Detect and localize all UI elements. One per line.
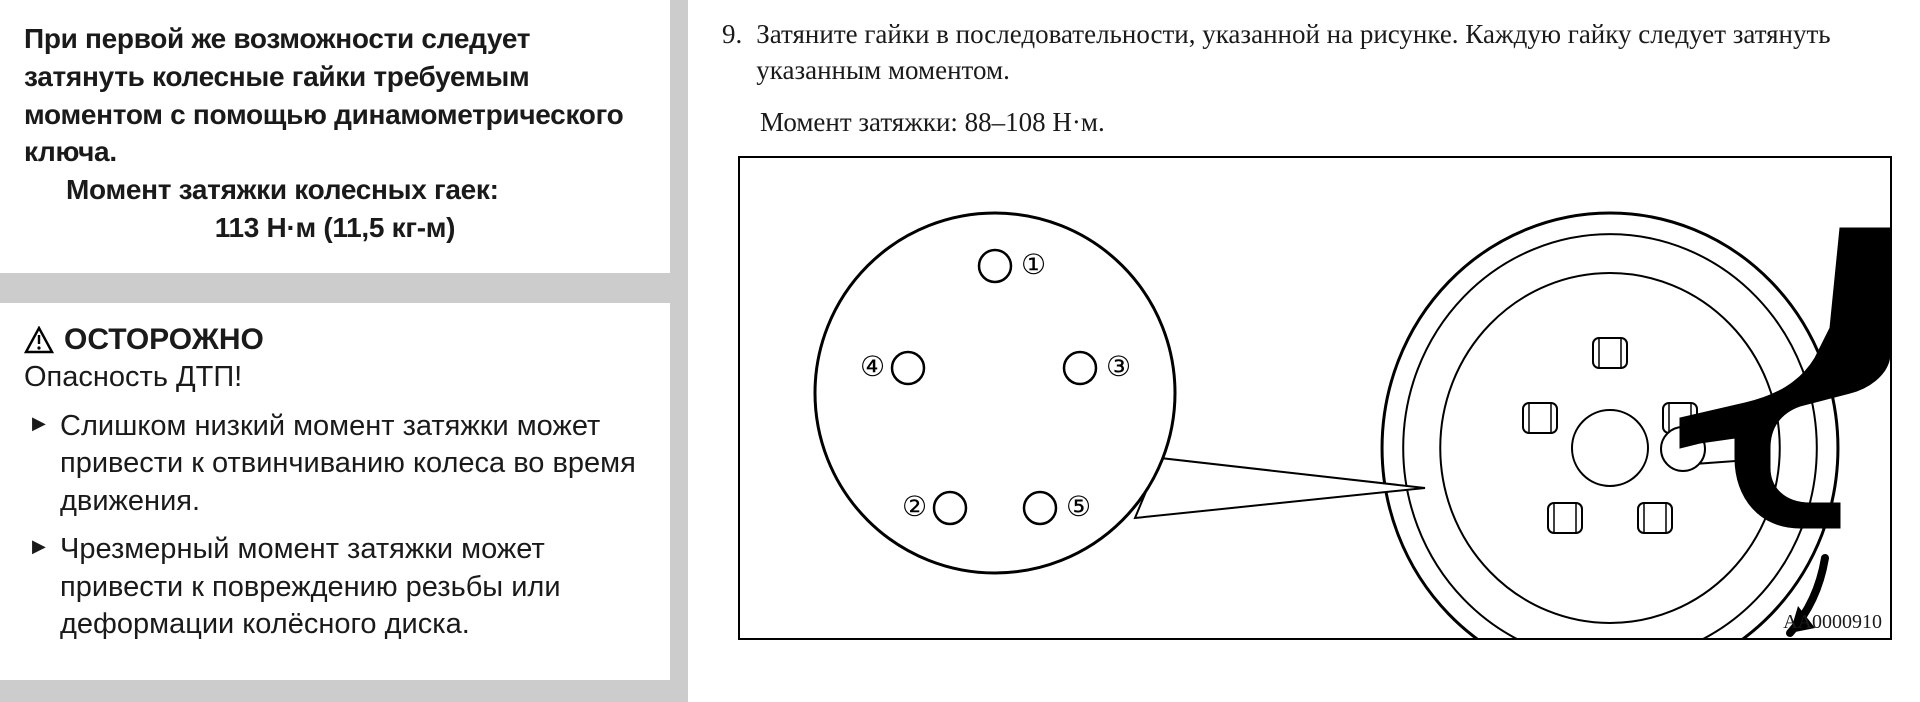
warning-bullet: Чрезмерный момент затяжки может привести… [32, 531, 646, 644]
svg-text:④: ④ [860, 352, 885, 383]
step-number: 9. [722, 16, 742, 89]
warning-heading: ОСТОРОЖНО [24, 323, 646, 357]
step-text: Затяните гайки в последовательности, ука… [756, 16, 1900, 89]
instruction-text: При первой же возможности следует затяну… [24, 20, 646, 247]
instruction-line2: Момент затяжки колесных гаек: [24, 171, 646, 209]
figure-code: AA0000910 [1783, 611, 1882, 634]
svg-text:②: ② [902, 492, 927, 523]
torque-spec: Момент затяжки: 88–108 Н·м. [760, 107, 1900, 138]
warning-label: ОСТОРОЖНО [64, 323, 264, 357]
warning-bullet: Слишком низкий момент затяжки может прив… [32, 408, 646, 521]
warning-triangle-icon [24, 326, 54, 354]
step-panel: 9. Затяните гайки в последовательности, … [688, 0, 1920, 702]
wheel-diagram: ① ② ③ ④ ⑤ AA0000910 [738, 156, 1892, 640]
svg-text:⑤: ⑤ [1066, 492, 1091, 523]
warning-panel: ОСТОРОЖНО Опасность ДТП! Слишком низкий … [0, 303, 670, 680]
svg-text:③: ③ [1106, 352, 1131, 383]
svg-text:①: ① [1021, 250, 1046, 281]
warning-bullets: Слишком низкий момент затяжки может прив… [24, 408, 646, 644]
instruction-line3: 113 Н·м (11,5 кг-м) [24, 209, 646, 247]
danger-text: Опасность ДТП! [24, 361, 646, 394]
step-row: 9. Затяните гайки в последовательности, … [722, 16, 1900, 89]
diagram-svg: ① ② ③ ④ ⑤ [740, 158, 1890, 638]
instruction-line1: При первой же возможности следует затяну… [24, 23, 623, 167]
torque-instruction-panel: При первой же возможности следует затяну… [0, 0, 670, 273]
